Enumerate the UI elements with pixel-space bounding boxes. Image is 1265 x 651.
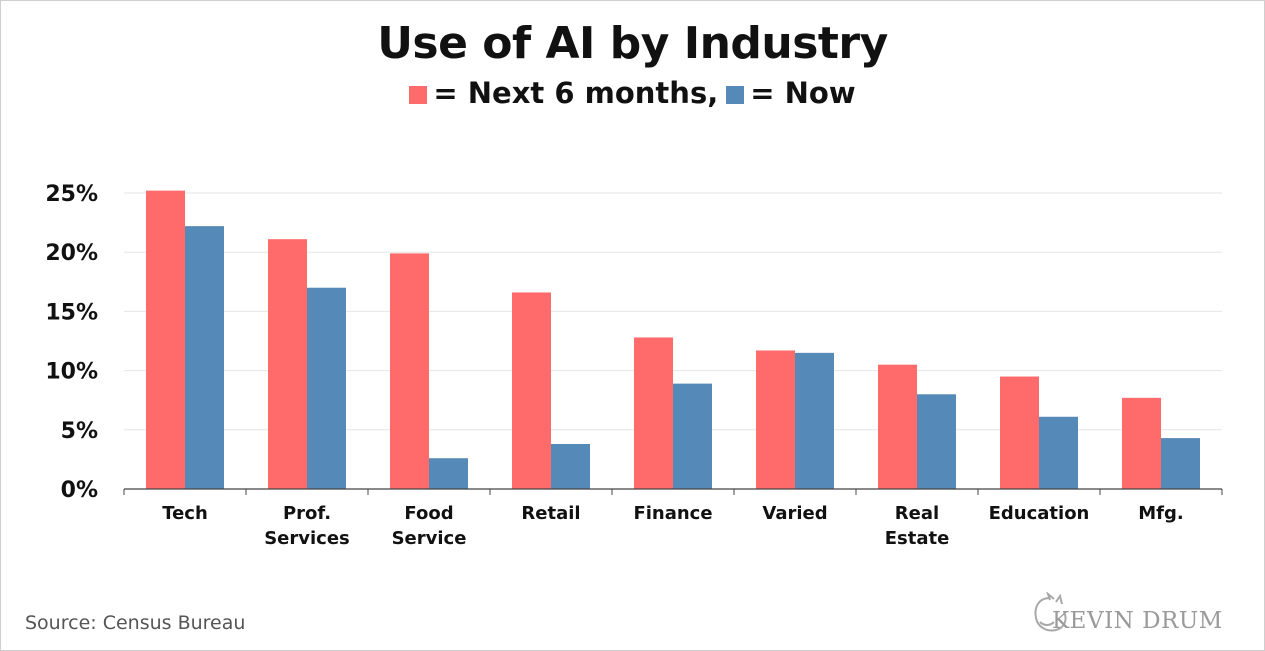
bar-now xyxy=(1039,416,1078,489)
x-tick-label: Varied xyxy=(762,503,827,524)
y-tick-label: 10% xyxy=(45,360,98,385)
brand-logo: KEVIN DRUM xyxy=(1030,590,1230,640)
cat-logo-icon xyxy=(1034,592,1067,632)
x-tick-label: Estate xyxy=(885,528,950,549)
x-tick-label: Finance xyxy=(633,503,712,524)
bar-now xyxy=(307,287,346,489)
y-tick-label: 5% xyxy=(61,419,98,444)
bar-next-6-months xyxy=(1122,397,1161,489)
bar-next-6-months xyxy=(146,190,185,489)
y-tick-label: 0% xyxy=(61,478,98,503)
x-tick-label: Services xyxy=(264,528,350,549)
x-tick-label: Retail xyxy=(521,503,580,524)
legend-swatch-next6 xyxy=(409,86,428,104)
bar-now xyxy=(185,226,224,490)
bar-now xyxy=(673,383,712,489)
brand-text: KEVIN DRUM xyxy=(1052,608,1223,634)
y-tick-label: 25% xyxy=(45,182,98,207)
x-tick-label: Food xyxy=(404,503,453,524)
bar-now xyxy=(551,444,590,489)
x-tick-label: Prof. xyxy=(283,503,331,524)
bar-next-6-months xyxy=(390,253,429,489)
chart-title: Use of AI by Industry xyxy=(377,18,888,69)
legend: = Next 6 months, = Now xyxy=(0,76,1265,110)
bar-next-6-months xyxy=(878,364,917,489)
y-tick-label: 20% xyxy=(45,241,98,266)
bar-next-6-months xyxy=(634,337,673,489)
bar-next-6-months xyxy=(512,292,551,489)
bar-now xyxy=(1161,438,1200,489)
bar-next-6-months xyxy=(268,239,307,489)
x-tick-label: Mfg. xyxy=(1138,503,1183,524)
bar-next-6-months xyxy=(1000,376,1039,489)
x-tick-label: Tech xyxy=(162,503,208,524)
source-note: Source: Census Bureau xyxy=(25,612,246,634)
x-tick-label: Education xyxy=(989,503,1090,524)
legend-label-next6: = Next 6 months, xyxy=(433,76,719,110)
legend-label-now: = Now xyxy=(750,76,856,110)
bar-now xyxy=(917,394,956,489)
legend-swatch-now xyxy=(726,86,745,104)
bar-now xyxy=(795,352,834,489)
y-tick-label: 15% xyxy=(45,300,98,325)
bar-next-6-months xyxy=(756,350,795,489)
x-tick-label: Real xyxy=(895,503,939,524)
x-tick-label: Service xyxy=(392,528,467,549)
bar-now xyxy=(429,458,468,489)
